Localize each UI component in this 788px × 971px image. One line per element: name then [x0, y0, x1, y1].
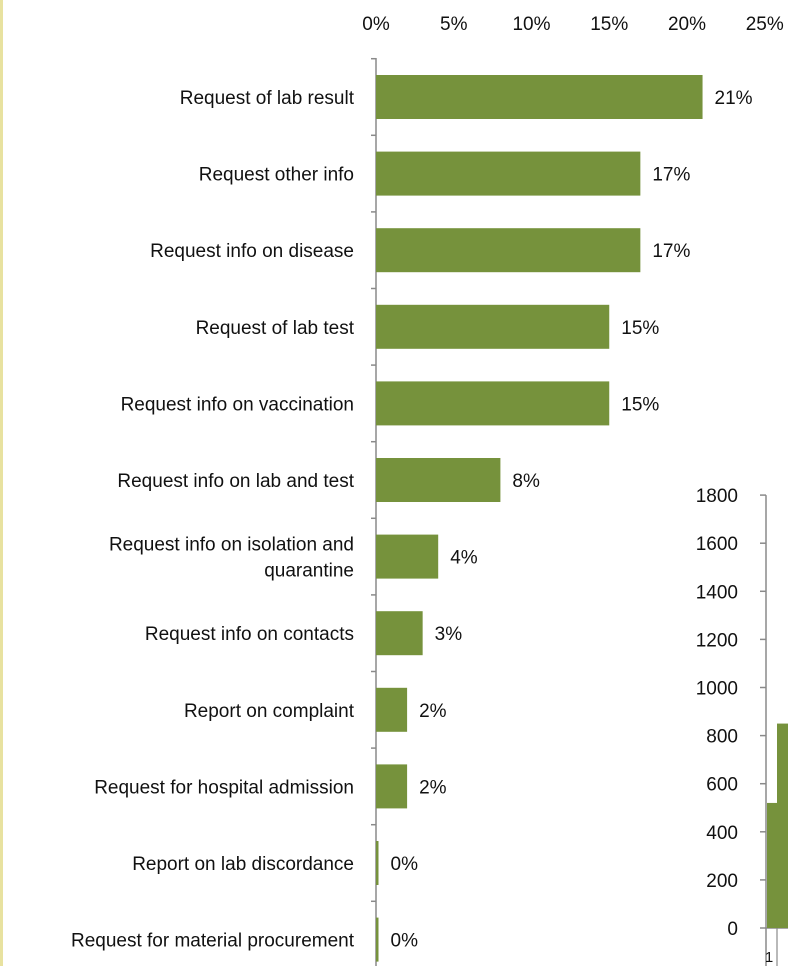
secondary-y-tick-label: 600 [706, 775, 738, 796]
category-label: Request info on isolation and [109, 535, 354, 556]
category-label: Request of lab test [196, 318, 355, 339]
secondary-y-tick-label: 1400 [696, 582, 738, 603]
x-tick-label: 20% [668, 14, 706, 35]
category-label: Request info on lab and test [117, 471, 354, 492]
bar [376, 917, 379, 962]
secondary-bar [767, 802, 777, 928]
bar [376, 458, 501, 502]
data-label: 15% [621, 318, 659, 339]
data-label: 2% [419, 777, 447, 798]
category-label: Request for material procurement [71, 931, 355, 952]
x-tick-label: 15% [590, 14, 628, 35]
category-label: Request other info [199, 165, 354, 186]
category-label: Report on lab discordance [132, 854, 354, 875]
secondary-y-tick-label: 400 [706, 823, 738, 844]
bar [376, 381, 610, 426]
category-label: Request info on vaccination [121, 394, 354, 415]
category-label: Report on complaint [184, 701, 355, 722]
data-label: 17% [652, 165, 690, 186]
category-label: quarantine [264, 561, 354, 582]
bar [376, 304, 610, 349]
data-label: 4% [450, 548, 478, 569]
bar [376, 764, 408, 809]
x-tick-label: 5% [440, 14, 468, 35]
category-label: Request of lab result [180, 88, 355, 109]
bar [376, 228, 641, 273]
bar [376, 841, 379, 885]
bar [376, 151, 641, 196]
x-tick-label: 10% [512, 14, 550, 35]
secondary-y-tick-label: 200 [706, 871, 738, 892]
data-label: 3% [435, 624, 463, 645]
bar [376, 611, 423, 656]
data-label: 0% [391, 854, 419, 875]
secondary-y-tick-label: 800 [706, 727, 738, 748]
x-tick-label: 25% [746, 14, 784, 35]
left-border [0, 0, 3, 966]
secondary-x-tick-label: 1 [765, 949, 773, 966]
bar [376, 534, 439, 579]
data-label: 17% [652, 241, 690, 262]
data-label: 2% [419, 701, 447, 722]
secondary-y-tick-label: 1000 [696, 679, 738, 700]
data-label: 15% [621, 394, 659, 415]
category-label: Request info on contacts [145, 624, 354, 645]
secondary-y-tick-label: 1600 [696, 534, 738, 555]
secondary-y-tick-label: 1200 [696, 630, 738, 651]
bar [376, 687, 408, 732]
bar [376, 75, 703, 119]
category-label: Request info on disease [150, 241, 354, 262]
data-label: 21% [715, 88, 753, 109]
secondary-y-tick-label: 0 [727, 919, 738, 940]
secondary-y-tick-label: 1800 [696, 486, 738, 507]
secondary-bar [777, 723, 788, 928]
data-label: 0% [391, 931, 419, 952]
x-tick-label: 0% [362, 14, 390, 35]
data-label: 8% [512, 471, 540, 492]
category-label: Request for hospital admission [94, 777, 354, 798]
